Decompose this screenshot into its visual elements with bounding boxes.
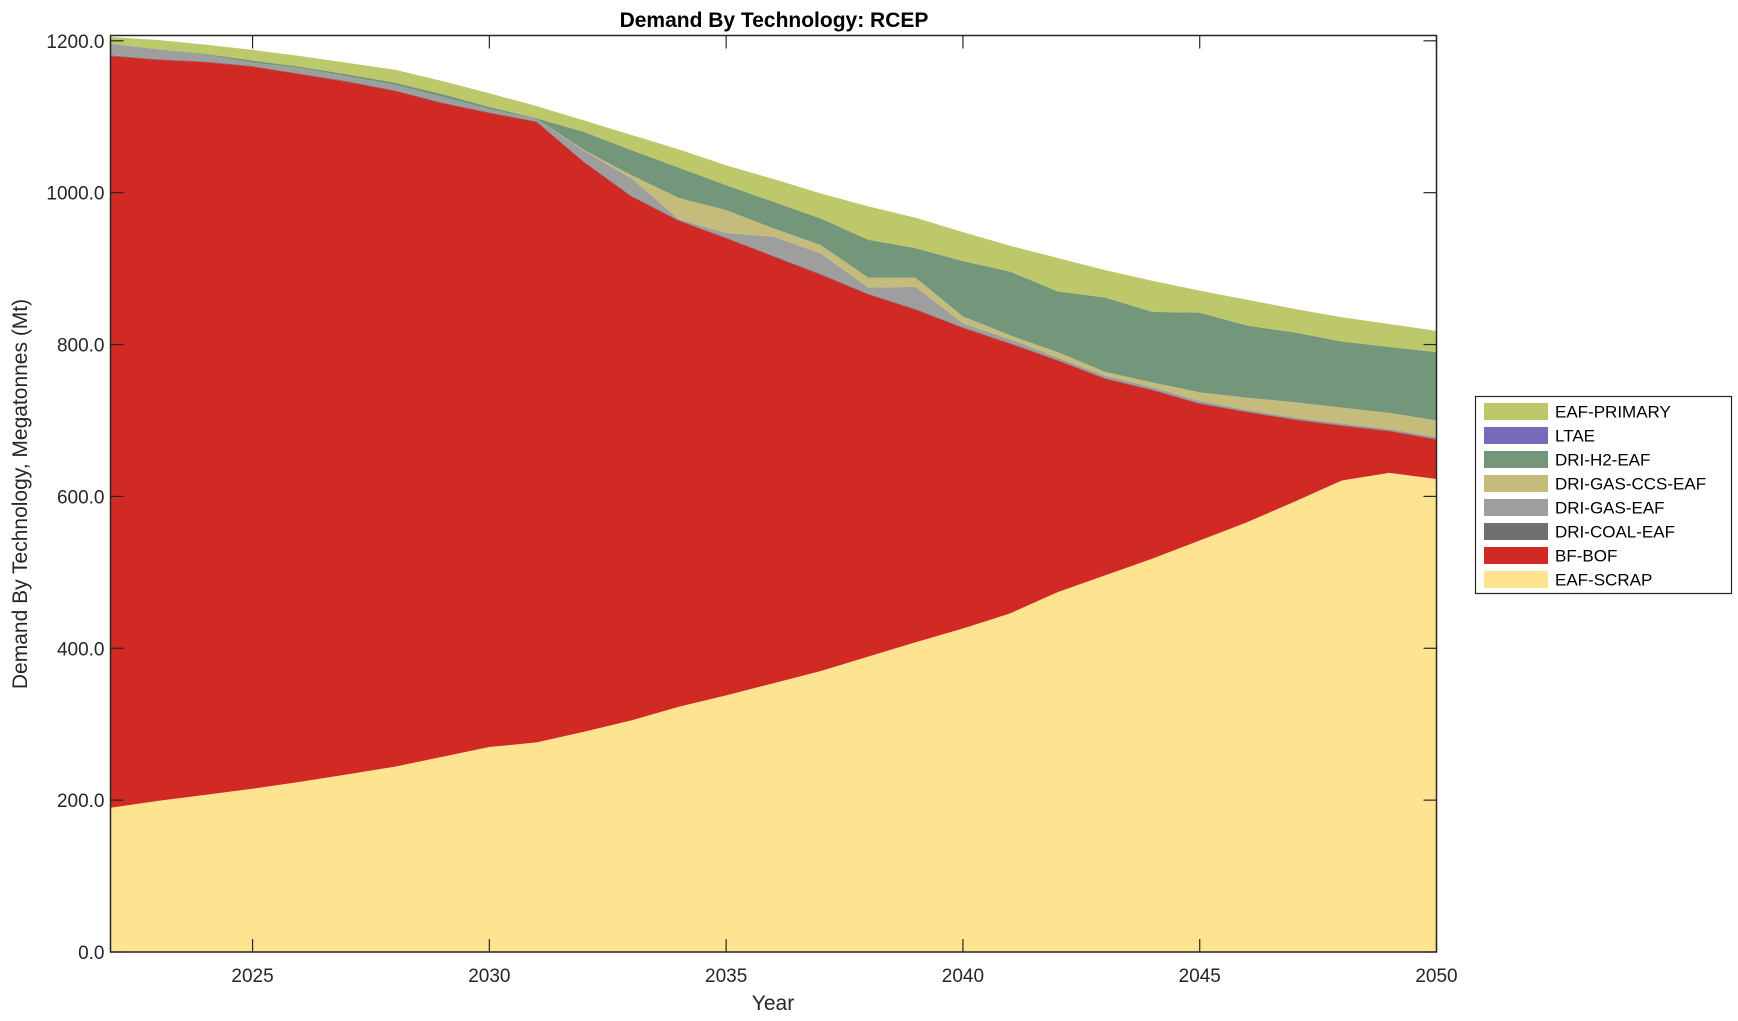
x-tick-label: 2025	[231, 966, 273, 987]
y-tick-label: 400.0	[57, 639, 105, 660]
area-eaf-scrap	[110, 472, 1437, 952]
legend-item-dri-h2-eaf: DRI-H2-EAF	[1484, 451, 1650, 470]
y-axis: 0.0 200.0 400.0 600.0 800.0 1000.0 1200.0	[46, 32, 1437, 964]
legend: EAF-PRIMARY LTAE DRI-H2-EAF DRI-GAS-CCS-EAF…	[1474, 395, 1733, 595]
legend-item-eaf-scrap: EAF-SCRAP	[1484, 571, 1652, 590]
legend-label: LTAE	[1555, 427, 1595, 446]
plot-frame	[109, 34, 1438, 953]
y-tick-label: 1000.0	[46, 184, 104, 205]
x-axis-label: Year	[752, 992, 794, 1015]
x-tick-label: 2045	[1179, 966, 1221, 987]
legend-label: EAF-PRIMARY	[1555, 403, 1671, 422]
legend-item-dri-gas-ccs-eaf: DRI-GAS-CCS-EAF	[1484, 475, 1706, 494]
x-tick-label: 2035	[705, 966, 747, 987]
legend-swatch	[1484, 571, 1548, 588]
legend-swatch	[1484, 451, 1548, 468]
legend-label: DRI-GAS-CCS-EAF	[1555, 475, 1706, 494]
legend-item-ltae: LTAE	[1484, 427, 1595, 446]
legend-swatch	[1484, 475, 1548, 492]
y-tick-label: 800.0	[57, 336, 105, 357]
area-dri-h2-eaf	[110, 43, 1437, 421]
legend-item-dri-gas-eaf: DRI-GAS-EAF	[1484, 499, 1665, 518]
y-tick-label: 0.0	[78, 943, 104, 964]
legend-label: EAF-SCRAP	[1555, 571, 1652, 590]
area-eaf-primary	[110, 37, 1437, 353]
legend-label: DRI-H2-EAF	[1555, 451, 1650, 470]
area-layers	[110, 37, 1437, 952]
legend-item-dri-coal-eaf: DRI-COAL-EAF	[1484, 523, 1675, 542]
legend-swatch	[1484, 427, 1548, 444]
legend-label: BF-BOF	[1555, 547, 1617, 566]
y-tick-label: 600.0	[57, 487, 105, 508]
legend-swatch	[1484, 403, 1548, 420]
y-tick-label: 200.0	[57, 791, 105, 812]
x-tick-label: 2040	[942, 966, 984, 987]
x-tick-label: 2050	[1415, 966, 1457, 987]
legend-swatch	[1484, 499, 1548, 516]
legend-swatch	[1484, 523, 1548, 540]
legend-item-bf-bof: BF-BOF	[1484, 547, 1617, 566]
legend-label: DRI-COAL-EAF	[1555, 523, 1675, 542]
chart-title: Demand By Technology: RCEP	[620, 9, 929, 32]
y-tick-label: 1200.0	[46, 32, 104, 53]
y-axis-label: Demand By Technology, Megatonnes (Mt)	[9, 299, 32, 689]
legend-label: DRI-GAS-EAF	[1555, 499, 1665, 518]
x-tick-label: 2030	[468, 966, 510, 987]
area-dri-gas-eaf	[110, 43, 1437, 439]
legend-item-eaf-primary: EAF-PRIMARY	[1484, 403, 1671, 422]
x-axis: 2025 2030 2035 2040 2045 2050	[231, 35, 1458, 987]
legend-swatch	[1484, 547, 1548, 564]
area-bf-bof	[110, 56, 1437, 808]
